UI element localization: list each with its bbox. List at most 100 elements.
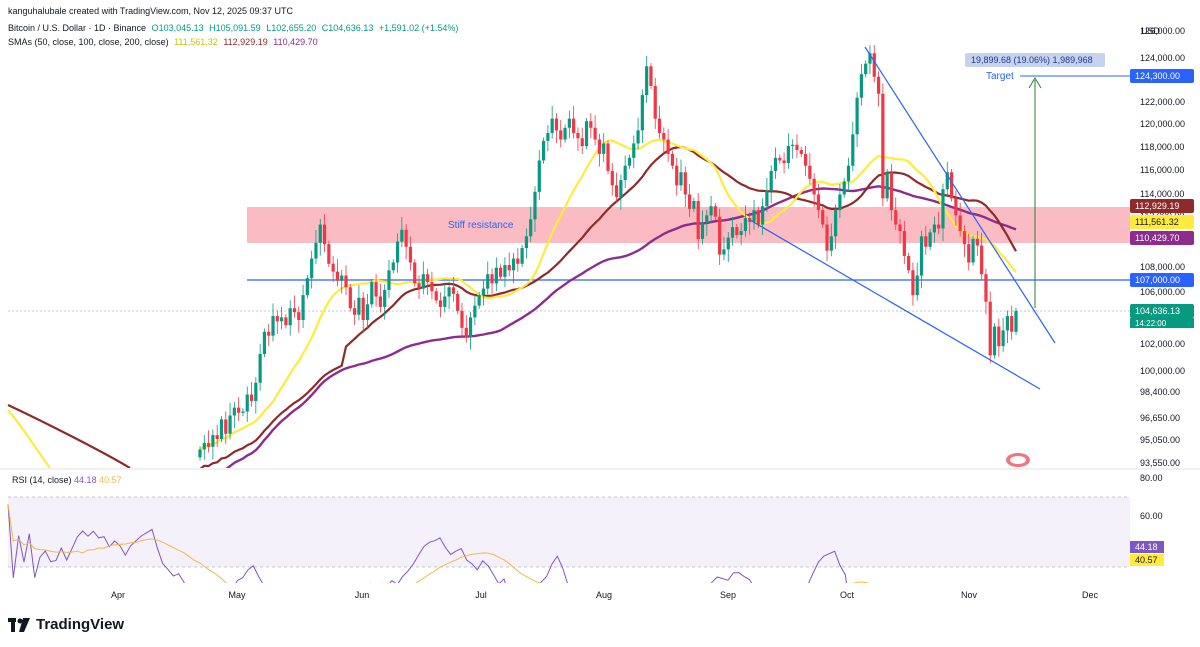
candle-body	[576, 133, 580, 139]
tradingview-logo[interactable]: TradingView	[8, 616, 124, 633]
candle-body	[928, 232, 932, 247]
sma200-value: 110,429.70	[273, 37, 318, 47]
time-tick: Sep	[720, 590, 736, 600]
candle-body	[700, 223, 705, 239]
candle-body	[997, 326, 1001, 347]
candle-body	[992, 326, 997, 356]
time-tick: Oct	[840, 590, 855, 600]
candle-body	[610, 170, 614, 186]
candle-body	[812, 178, 816, 195]
resistance-zone-label: Stiff resistance	[448, 220, 514, 231]
candle-body	[825, 224, 829, 251]
candle-body	[670, 153, 675, 166]
candle-body	[520, 248, 524, 264]
candle-body	[559, 130, 563, 140]
price-tick: 124,000.00	[1140, 53, 1185, 63]
candle-body	[232, 407, 236, 416]
candle-body	[722, 249, 726, 255]
candle-body	[885, 172, 889, 199]
candle-body	[198, 449, 202, 458]
candle-body	[791, 144, 795, 147]
candle-body	[907, 255, 911, 271]
rsi-band	[8, 497, 1130, 567]
symbol-name[interactable]: Bitcoin / U.S. Dollar · 1D · Binance	[8, 23, 147, 33]
price-tick: 95,050.00	[1140, 435, 1180, 445]
candle-body	[632, 143, 636, 158]
candle-body	[219, 419, 224, 439]
candle-body	[408, 246, 413, 263]
candle-body	[438, 300, 443, 307]
candle-body	[971, 238, 975, 263]
candle-body	[657, 118, 662, 133]
time-tick: Jun	[355, 590, 370, 600]
tradingview-icon	[8, 617, 30, 632]
candle-body	[958, 215, 962, 232]
price-badge-sma50-text: 111,561.32	[1135, 217, 1179, 227]
sma200-line	[225, 185, 1017, 468]
candle-body	[876, 76, 881, 94]
candle-body	[949, 172, 954, 199]
rsi-label[interactable]: RSI (14, close)	[12, 475, 72, 485]
countdown: 14:22:00	[1135, 319, 1167, 328]
candle-body	[284, 317, 288, 326]
candle-body	[743, 218, 748, 232]
candle-body	[782, 160, 786, 164]
ohlc-high: H105,091.59	[209, 23, 261, 33]
price-axis[interactable]: 126,000.00 124,000.00 122,000.00 120,000.00…	[1140, 26, 1185, 468]
candle-body	[490, 274, 494, 284]
time-tick: Aug	[596, 590, 612, 600]
currency-label[interactable]: USD	[1141, 26, 1161, 36]
price-tick: 116,000.00	[1140, 165, 1184, 175]
candle-body	[237, 407, 241, 413]
candle-body	[829, 236, 833, 251]
ohlc-change: +1,591.02 (+1.54%)	[378, 23, 459, 33]
sma50-value: 111,561.32	[174, 37, 218, 47]
candle-body	[803, 153, 808, 166]
candle-body	[211, 435, 215, 447]
rsi-ma-badge	[1130, 554, 1164, 566]
price-badge-sma100-text: 112,929.19	[1135, 201, 1179, 211]
time-axis[interactable]: Apr May Jun Jul Aug Sep Oct Nov Dec	[111, 590, 1099, 600]
candle-body	[606, 143, 610, 171]
candle-body	[614, 185, 619, 198]
rsi-tick: 80.00	[1140, 473, 1163, 483]
candle-body	[224, 419, 228, 434]
candle-body	[370, 282, 374, 305]
candle-body	[821, 210, 825, 225]
candle-body	[941, 189, 945, 229]
price-tick: 102,000.00	[1140, 339, 1185, 349]
price-tick: 106,000.00	[1140, 287, 1185, 297]
candle-body	[550, 118, 554, 133]
candle-body	[924, 236, 928, 247]
price-badge-sma200	[1130, 231, 1194, 245]
time-tick: Apr	[111, 590, 125, 600]
ohlc-close: C104,636.13	[321, 23, 374, 33]
candle-body	[705, 215, 709, 224]
candle-body	[374, 282, 378, 297]
candle-body	[314, 242, 318, 259]
candle-body	[761, 206, 765, 225]
candle-body	[202, 442, 206, 450]
candle-body	[778, 157, 782, 161]
brand-name: TradingView	[36, 616, 125, 633]
candle-body	[318, 224, 322, 243]
candle-body	[1014, 310, 1018, 332]
candle-body	[529, 219, 533, 237]
candle-body	[846, 165, 851, 182]
sma-label[interactable]: SMAs (50, close, 100, close, 200, close)	[8, 37, 169, 47]
candle-body	[361, 297, 365, 320]
candle-body	[275, 316, 279, 322]
rsi-badge	[1130, 541, 1164, 553]
ohlc-open: O103,045.13	[151, 23, 204, 33]
candle-body	[735, 227, 739, 235]
candle-body	[292, 308, 297, 313]
candle-body	[902, 231, 906, 256]
candle-body	[653, 85, 657, 119]
candle-body	[443, 296, 447, 307]
rsi-layer	[7, 504, 870, 583]
measure-box	[965, 53, 1105, 67]
candle-body	[864, 63, 868, 75]
candle-body	[473, 305, 477, 318]
price-tick: 100,000.00	[1140, 366, 1185, 376]
